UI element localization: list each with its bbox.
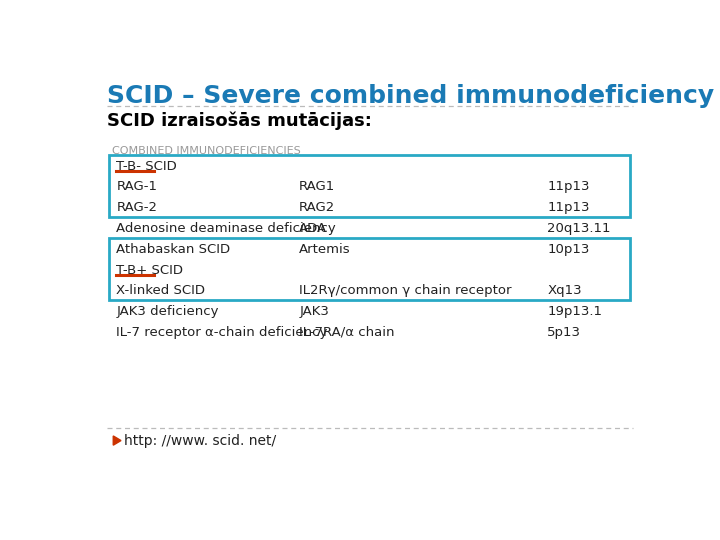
Text: RAG2: RAG2 (300, 201, 336, 214)
Text: JAK3: JAK3 (300, 305, 329, 318)
Text: RAG1: RAG1 (300, 180, 336, 193)
Text: Xq13: Xq13 (547, 284, 582, 298)
Text: http: //www. scid. net/: http: //www. scid. net/ (124, 434, 276, 448)
Text: IL-7 receptor α-chain deficiency: IL-7 receptor α-chain deficiency (117, 326, 328, 339)
Text: T-B+ SCID: T-B+ SCID (117, 264, 184, 276)
Text: ADA: ADA (300, 222, 328, 235)
Text: T-B- SCID: T-B- SCID (117, 159, 177, 173)
Text: X-linked SCID: X-linked SCID (117, 284, 205, 298)
Text: Adenosine deaminase deficiency: Adenosine deaminase deficiency (117, 222, 336, 235)
Text: 19p13.1: 19p13.1 (547, 305, 602, 318)
Text: RAG-2: RAG-2 (117, 201, 158, 214)
Text: SCID – Severe combined immunodeficiency disease: SCID – Severe combined immunodeficiency … (107, 84, 720, 108)
Text: COMBINED IMMUNODEFICIENCIES: COMBINED IMMUNODEFICIENCIES (112, 146, 300, 156)
Text: Athabaskan SCID: Athabaskan SCID (117, 242, 230, 256)
Text: 10p13: 10p13 (547, 242, 590, 256)
Text: SCID izraisošās mutācijas:: SCID izraisošās mutācijas: (107, 111, 372, 130)
Text: IL-7RA/α chain: IL-7RA/α chain (300, 326, 395, 339)
Text: JAK3 deficiency: JAK3 deficiency (117, 305, 219, 318)
Text: 11p13: 11p13 (547, 180, 590, 193)
Text: Artemis: Artemis (300, 242, 351, 256)
Polygon shape (113, 436, 121, 445)
Text: 20q13.11: 20q13.11 (547, 222, 611, 235)
Text: RAG-1: RAG-1 (117, 180, 158, 193)
Text: IL2Rγ/common γ chain receptor: IL2Rγ/common γ chain receptor (300, 284, 512, 298)
Text: 11p13: 11p13 (547, 201, 590, 214)
Text: 5p13: 5p13 (547, 326, 581, 339)
